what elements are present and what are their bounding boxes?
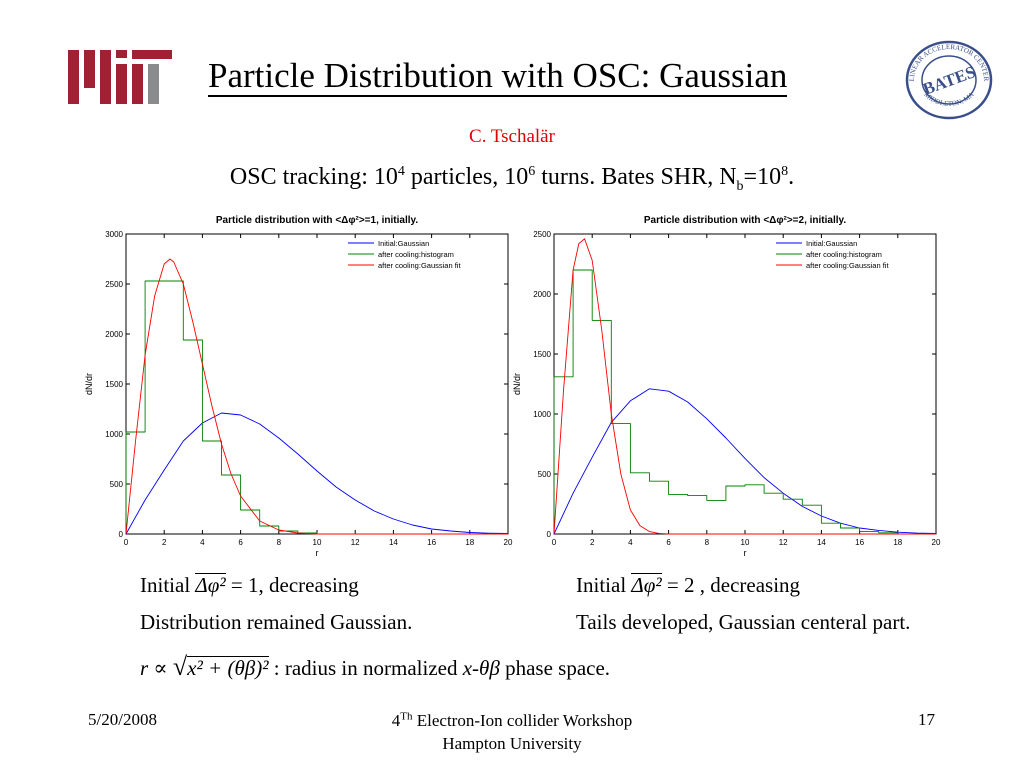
- y-tick-label: 3000: [105, 230, 123, 239]
- series-2-line: [125, 280, 508, 535]
- x-tick-label: 2: [162, 538, 167, 547]
- y-tick-label: 0: [119, 530, 124, 539]
- x-tick-label: 10: [313, 538, 322, 547]
- series-1-line: [553, 388, 937, 535]
- x-tick-label: 18: [893, 538, 902, 547]
- x-axis-label: r: [744, 548, 747, 558]
- x-tick-label: 16: [855, 538, 864, 547]
- mit-logo: [68, 50, 172, 104]
- page-number: 17: [918, 710, 935, 729]
- y-axis-label: dN/dr: [512, 373, 522, 395]
- y-tick-label: 2000: [105, 330, 123, 339]
- y-tick-label: 500: [110, 480, 124, 489]
- y-tick-label: 1000: [105, 430, 123, 439]
- x-tick-label: 8: [277, 538, 282, 547]
- footer-event: 4Th Electron-Ion collider Workshop Hampt…: [391, 710, 633, 753]
- author: C. Tschalär: [469, 126, 555, 147]
- x-tick-label: 16: [427, 538, 436, 547]
- x-tick-label: 12: [351, 538, 360, 547]
- x-tick-label: 14: [389, 538, 398, 547]
- x-tick-label: 0: [124, 538, 129, 547]
- legend-entry: after cooling:histogram: [806, 250, 882, 259]
- left-note-line2: Distribution remained Gaussian.: [140, 610, 413, 634]
- series-3-line: [553, 238, 936, 535]
- x-tick-label: 0: [552, 538, 557, 547]
- x-tick-label: 4: [628, 538, 633, 547]
- right-note-line1: Initial Δφ² = 2 , decreasing: [576, 573, 801, 597]
- y-tick-label: 1500: [105, 380, 123, 389]
- x-axis-label: r: [316, 548, 319, 558]
- y-tick-label: 1500: [533, 350, 551, 359]
- left-note-line1: Initial Δφ² = 1, decreasing: [140, 573, 359, 597]
- y-tick-label: 1000: [533, 410, 551, 419]
- chart-title: Particle distribution with <Δφ²>=2, init…: [644, 215, 846, 226]
- x-tick-label: 10: [741, 538, 750, 547]
- x-tick-label: 2: [590, 538, 595, 547]
- y-tick-label: 2500: [533, 230, 551, 239]
- y-tick-label: 2500: [105, 280, 123, 289]
- series-1-line: [125, 412, 509, 535]
- chart-title: Particle distribution with <Δφ²>=1, init…: [216, 215, 418, 226]
- legend-entry: after cooling:histogram: [378, 250, 454, 259]
- x-tick-label: 8: [705, 538, 710, 547]
- x-tick-label: 6: [238, 538, 243, 547]
- legend-entry: Initial:Gaussian: [806, 239, 857, 248]
- footer-date: 5/20/2008: [88, 710, 157, 729]
- plot-frame: [553, 233, 937, 535]
- chart-left: Particle distribution with <Δφ²>=1, init…: [78, 208, 518, 569]
- y-tick-label: 500: [538, 470, 552, 479]
- y-tick-label: 2000: [533, 290, 551, 299]
- radius-formula: r ∝ √x² + (θβ)² : radius in normalized x…: [140, 652, 611, 681]
- y-tick-label: 0: [547, 530, 552, 539]
- legend-entry: after cooling:Gaussian fit: [806, 261, 889, 270]
- right-note-line2: Tails developed, Gaussian centeral part.: [576, 610, 911, 634]
- y-axis-label: dN/dr: [84, 373, 94, 395]
- slide-subtitle: OSC tracking: 104 particles, 106 turns. …: [229, 164, 795, 194]
- x-tick-label: 4: [200, 538, 205, 547]
- series-3-line: [125, 258, 508, 535]
- x-tick-label: 14: [817, 538, 826, 547]
- legend-entry: Initial:Gaussian: [378, 239, 429, 248]
- x-tick-label: 6: [666, 538, 671, 547]
- legend-entry: after cooling:Gaussian fit: [378, 261, 461, 270]
- x-tick-label: 20: [932, 538, 941, 547]
- plot-frame: [125, 233, 509, 535]
- bates-seal-logo: LINEAR ACCELERATOR CENTER MIDDLETON, MA …: [905, 40, 993, 120]
- slide-title: Particle Distribution with OSC: Gaussian: [208, 56, 788, 97]
- chart-right: Particle distribution with <Δφ²>=2, init…: [506, 208, 946, 569]
- x-tick-label: 20: [504, 538, 513, 547]
- x-tick-label: 18: [465, 538, 474, 547]
- x-tick-label: 12: [779, 538, 788, 547]
- series-2-line: [553, 269, 936, 535]
